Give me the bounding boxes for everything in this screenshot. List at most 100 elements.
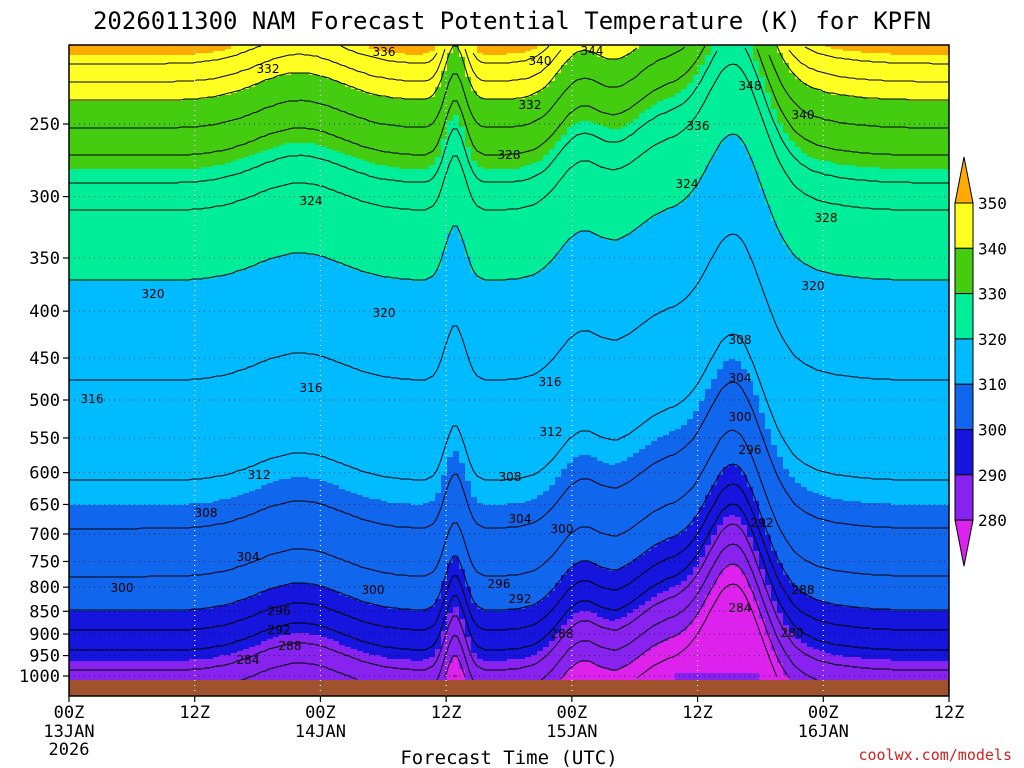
band-segment	[705, 545, 712, 596]
band-segment	[645, 45, 652, 110]
band-segment	[201, 45, 208, 54]
band-segment	[819, 45, 826, 92]
band-segment	[903, 169, 910, 282]
band-segment	[885, 169, 892, 280]
band-segment	[603, 619, 610, 670]
band-segment	[387, 279, 394, 504]
band-segment	[633, 609, 640, 660]
band-segment	[843, 45, 850, 52]
band-segment	[789, 45, 796, 74]
band-segment	[639, 555, 646, 606]
band-segment	[345, 87, 352, 156]
band-segment	[699, 507, 706, 558]
y-tick-label: 550	[29, 429, 60, 449]
band-segment	[921, 101, 928, 170]
band-segment	[525, 657, 532, 696]
band-segment	[687, 83, 694, 196]
band-segment	[417, 611, 424, 662]
band-segment	[351, 157, 358, 270]
band-segment	[519, 503, 526, 610]
band-segment	[267, 483, 274, 590]
band-segment	[819, 271, 826, 496]
band-segment	[309, 45, 316, 76]
band-segment	[945, 45, 949, 56]
band-segment	[105, 611, 112, 662]
band-segment	[453, 45, 460, 116]
band-segment	[291, 143, 298, 254]
band-segment	[765, 635, 772, 696]
band-segment	[615, 45, 622, 60]
band-segment	[195, 169, 202, 280]
band-segment	[195, 53, 202, 100]
band-segment	[789, 141, 796, 254]
band-segment	[711, 45, 718, 156]
band-segment	[891, 611, 898, 662]
band-segment	[477, 45, 484, 54]
band-segment	[693, 75, 700, 188]
band-segment	[723, 45, 730, 138]
colorbar-top-arrow	[954, 156, 974, 204]
band-segment	[183, 281, 190, 506]
band-segment	[87, 169, 94, 282]
band-segment	[723, 567, 730, 674]
band-segment	[309, 75, 316, 144]
band-segment	[747, 157, 754, 382]
band-segment	[327, 149, 334, 260]
band-segment	[489, 169, 496, 282]
band-segment	[513, 279, 520, 504]
band-segment	[915, 45, 922, 56]
band-segment	[243, 269, 250, 494]
band-segment	[189, 55, 196, 100]
band-segment	[549, 641, 556, 692]
band-segment	[705, 165, 712, 390]
band-segment	[117, 101, 124, 170]
band-segment	[423, 53, 430, 100]
band-segment	[909, 611, 916, 662]
band-segment	[927, 45, 934, 56]
band-segment	[933, 45, 940, 56]
colorbar-label: 300	[978, 421, 1007, 440]
band-segment	[477, 53, 484, 98]
credit-link[interactable]: coolwx.com/models	[858, 746, 1012, 764]
band-segment	[513, 169, 520, 280]
band-segment	[153, 281, 160, 506]
band-segment	[171, 661, 178, 696]
contour-label: 288	[792, 583, 815, 597]
isentrope-312	[69, 333, 949, 481]
band-segment	[783, 245, 790, 470]
band-segment	[801, 153, 808, 264]
band-segment	[207, 167, 214, 280]
band-segment	[123, 281, 130, 506]
band-segment	[411, 55, 418, 100]
band-segment	[363, 273, 370, 498]
band-segment	[105, 45, 112, 56]
isentrope-340	[69, 45, 949, 101]
band-segment	[705, 45, 712, 56]
band-segment	[903, 611, 910, 662]
band-segment	[429, 277, 436, 502]
band-segment	[651, 647, 658, 696]
band-segment	[831, 163, 838, 276]
band-segment	[183, 505, 190, 612]
band-segment	[471, 161, 478, 274]
band-segment	[639, 449, 646, 556]
band-segment	[69, 505, 76, 612]
band-segment	[663, 99, 670, 212]
band-segment	[429, 657, 436, 696]
band-segment	[687, 45, 694, 84]
isentrope-336	[69, 46, 949, 129]
band-segment	[309, 143, 316, 256]
band-segment	[261, 151, 268, 262]
band-segment	[921, 45, 928, 56]
band-segment	[369, 499, 376, 606]
band-segment	[411, 45, 418, 56]
band-segment	[843, 607, 850, 658]
band-segment	[609, 465, 616, 572]
band-segment	[219, 655, 226, 696]
band-segment	[177, 101, 184, 170]
band-segment	[831, 49, 838, 96]
band-segment	[351, 599, 358, 650]
band-segment	[537, 45, 544, 92]
contour-labels: 336 344 332 340 348 332 340 336 328 324 324 328 320 3…	[81, 44, 838, 667]
band-segment	[777, 613, 784, 664]
